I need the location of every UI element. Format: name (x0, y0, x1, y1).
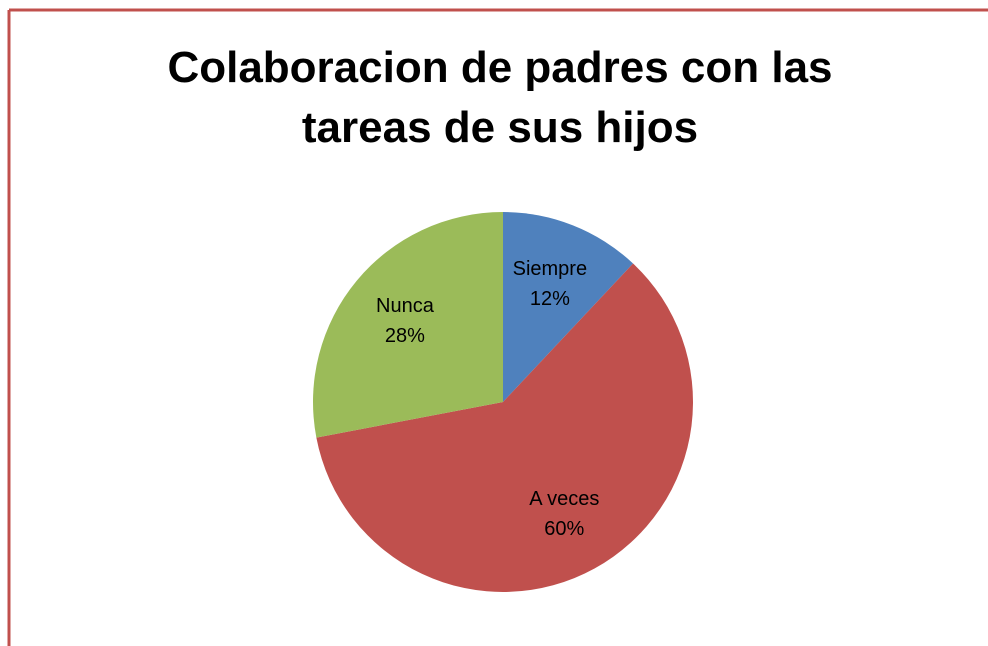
chart-title: Colaboracion de padres con las tareas de… (167, 43, 833, 152)
slice-value-label: 12% (530, 288, 570, 310)
slice-category-label: A veces (529, 488, 599, 510)
pie-slice (313, 212, 503, 438)
pie-slice (316, 263, 693, 592)
slice-category-label: Nunca (376, 295, 435, 317)
slice-category-label: Siempre (513, 258, 587, 280)
pie-slice (503, 212, 634, 402)
slice-value-label: 60% (544, 518, 584, 540)
slice-value-label: 28% (385, 325, 425, 347)
